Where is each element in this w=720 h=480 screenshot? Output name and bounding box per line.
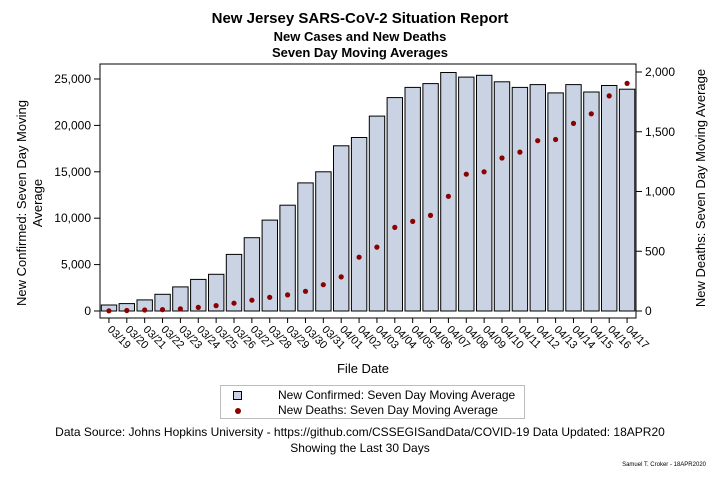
legend-bar-swatch bbox=[233, 391, 242, 400]
bar-cases-04-06 bbox=[422, 83, 439, 312]
dot-deaths-03-26 bbox=[231, 300, 237, 306]
dot-deaths-04-03 bbox=[374, 244, 380, 250]
legend-label-cases: New Confirmed: Seven Day Moving Average bbox=[278, 388, 516, 402]
bar-cases-04-16 bbox=[601, 85, 618, 312]
legend: New Confirmed: Seven Day Moving Average … bbox=[220, 385, 525, 419]
dot-deaths-04-05 bbox=[410, 218, 416, 224]
bar-cases-04-17 bbox=[618, 88, 636, 312]
bar-cases-03-25 bbox=[208, 273, 225, 312]
right-tick-label: 1,000 bbox=[645, 185, 675, 199]
left-tick-label: 20,000 bbox=[54, 118, 91, 132]
dot-deaths-03-29 bbox=[285, 292, 291, 298]
author-credit: Samuel T. Croker - 18APR2020 bbox=[622, 462, 706, 468]
dot-deaths-04-08 bbox=[463, 171, 469, 177]
dot-deaths-04-09 bbox=[481, 169, 487, 175]
left-tick-label: 5,000 bbox=[61, 258, 91, 272]
right-tick-label: 1,500 bbox=[645, 125, 675, 139]
bar-cases-04-09 bbox=[476, 74, 493, 312]
bar-cases-04-15 bbox=[583, 91, 600, 312]
bar-cases-03-31 bbox=[315, 171, 332, 312]
dot-deaths-03-25 bbox=[213, 303, 219, 309]
dot-deaths-04-13 bbox=[553, 136, 559, 143]
dot-deaths-03-27 bbox=[249, 297, 255, 303]
dot-deaths-04-04 bbox=[392, 224, 398, 230]
legend-label-deaths: New Deaths: Seven Day Moving Average bbox=[278, 403, 498, 417]
left-tick-label: 0 bbox=[84, 304, 91, 318]
dot-deaths-03-20 bbox=[124, 307, 130, 314]
dot-deaths-03-31 bbox=[320, 282, 326, 288]
left-tick-label: 10,000 bbox=[54, 211, 91, 225]
right-tick-label: 2,000 bbox=[645, 65, 675, 79]
bar-cases-03-24 bbox=[190, 278, 207, 312]
chart-subtitle-1: New Cases and New Deaths bbox=[273, 29, 447, 44]
bar-cases-04-14 bbox=[565, 84, 582, 312]
data-source-note: Data Source: Johns Hopkins University - … bbox=[55, 425, 665, 439]
left-tick-label: 25,000 bbox=[54, 72, 91, 86]
bar-cases-04-05 bbox=[404, 86, 421, 312]
dot-deaths-04-02 bbox=[356, 254, 362, 260]
chart-subtitle-2: Seven Day Moving Averages bbox=[271, 45, 449, 60]
chart-title: New Jersey SARS-CoV-2 Situation Report bbox=[211, 10, 509, 27]
bar-cases-04-12 bbox=[529, 84, 546, 312]
bar-cases-03-28 bbox=[261, 219, 279, 312]
bar-cases-03-26 bbox=[225, 253, 243, 312]
left-axis-title: New Confirmed: Seven Day MovingAverage bbox=[14, 100, 45, 306]
x-axis-title: File Date bbox=[337, 361, 389, 376]
dot-deaths-04-12 bbox=[535, 138, 541, 144]
dot-deaths-04-07 bbox=[445, 193, 451, 199]
left-tick-label: 15,000 bbox=[54, 165, 91, 179]
dot-deaths-04-14 bbox=[570, 120, 577, 126]
dot-deaths-04-10 bbox=[499, 155, 505, 161]
bar-cases-04-10 bbox=[493, 81, 511, 312]
bar-cases-04-08 bbox=[458, 76, 475, 312]
legend-dot-swatch bbox=[235, 408, 241, 414]
dot-deaths-04-06 bbox=[427, 212, 434, 218]
bar-cases-04-11 bbox=[511, 86, 529, 312]
bar-cases-04-13 bbox=[547, 92, 564, 312]
bar-cases-03-29 bbox=[279, 204, 296, 312]
dot-deaths-04-17 bbox=[624, 80, 630, 86]
dot-deaths-03-19 bbox=[106, 308, 112, 314]
bar-cases-04-02 bbox=[350, 137, 368, 312]
dot-deaths-03-22 bbox=[159, 307, 166, 313]
bar-cases-03-27 bbox=[243, 237, 261, 312]
dot-deaths-04-15 bbox=[588, 111, 594, 117]
dot-deaths-04-16 bbox=[606, 93, 612, 99]
bar-cases-04-03 bbox=[368, 115, 386, 312]
bar-cases-04-07 bbox=[440, 72, 457, 312]
dot-deaths-03-21 bbox=[142, 307, 148, 313]
dot-deaths-03-23 bbox=[177, 306, 183, 312]
dot-deaths-03-24 bbox=[195, 304, 201, 310]
right-tick-label: 0 bbox=[645, 304, 652, 318]
bar-cases-04-04 bbox=[386, 97, 404, 312]
time-window-note: Showing the Last 30 Days bbox=[290, 441, 430, 455]
dot-deaths-03-28 bbox=[267, 294, 273, 300]
dot-deaths-04-11 bbox=[517, 149, 523, 155]
dot-deaths-03-30 bbox=[302, 288, 309, 294]
bar-cases-04-01 bbox=[333, 145, 350, 312]
right-tick-label: 500 bbox=[645, 244, 665, 258]
right-axis-title: New Deaths: Seven Day Moving Average bbox=[693, 69, 708, 307]
bar-cases-03-30 bbox=[297, 182, 314, 312]
dot-deaths-04-01 bbox=[338, 274, 344, 280]
